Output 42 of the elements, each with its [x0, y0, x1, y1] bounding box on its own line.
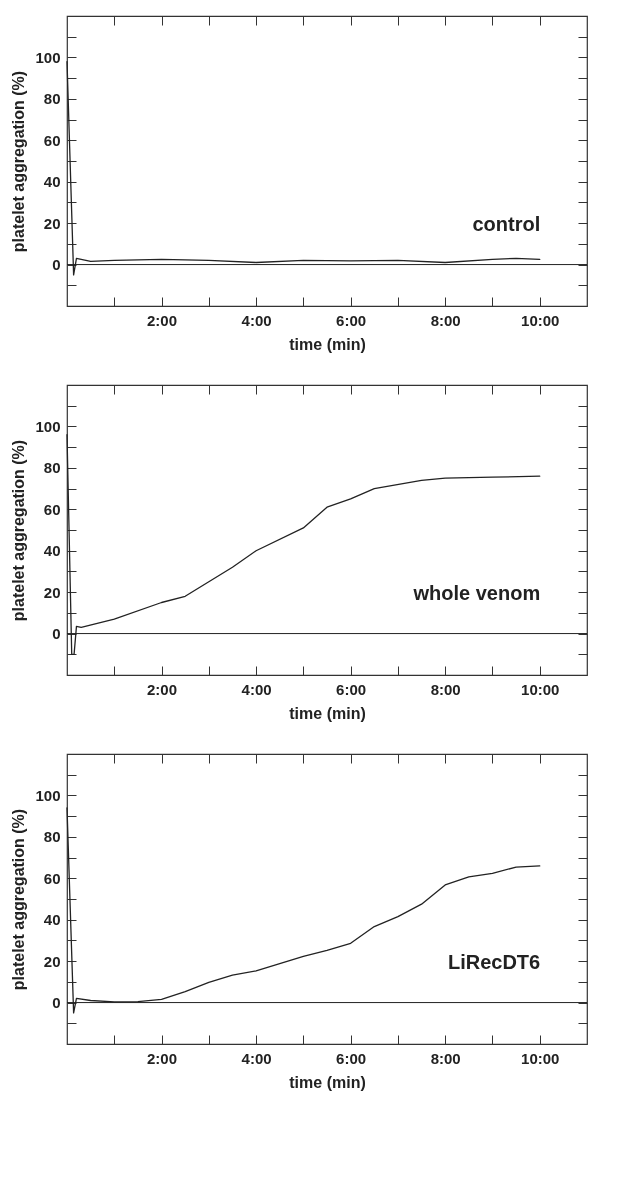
x-tick-label: 6:00 — [336, 311, 367, 329]
y-axis-title: platelet aggregation (%) — [10, 439, 28, 622]
x-tick-label: 10:00 — [521, 680, 560, 698]
x-tick-label: 8:00 — [430, 311, 461, 329]
y-tick-label: 80 — [43, 828, 61, 846]
x-tick-label: 2:00 — [147, 680, 178, 698]
y-axis-title: platelet aggregation (%) — [10, 808, 28, 991]
x-tick-label: 6:00 — [336, 680, 367, 698]
text: LiRecDT6 — [447, 950, 541, 973]
y-tick-label: 0 — [52, 625, 61, 643]
x-tick-label: 8:00 — [430, 1049, 461, 1067]
y-tick-label: 60 — [43, 500, 61, 518]
y-axis-title: platelet aggregation (%) — [10, 70, 28, 253]
x-tick-label: 2:00 — [147, 1049, 178, 1067]
text: whole venom — [412, 581, 541, 604]
y-tick-label: 40 — [43, 911, 61, 929]
x-tick-label: 4:00 — [241, 311, 272, 329]
x-tick-label: 4:00 — [241, 1049, 272, 1067]
series-label: control — [472, 212, 541, 235]
x-tick-label: 2:00 — [147, 311, 178, 329]
y-tick-label: 100 — [35, 786, 61, 804]
x-axis-title: time (min) — [289, 335, 366, 353]
x-tick-label: 4:00 — [241, 680, 272, 698]
x-tick-label: 8:00 — [430, 680, 461, 698]
y-tick-label: 20 — [43, 214, 61, 232]
y-tick-label: 80 — [43, 459, 61, 477]
y-tick-label: 20 — [43, 583, 61, 601]
x-tick-label: 10:00 — [521, 1049, 560, 1067]
y-tick-label: 40 — [43, 542, 61, 560]
y-tick-label: 0 — [52, 256, 61, 274]
y-tick-label: 60 — [43, 131, 61, 149]
y-tick-label: 80 — [43, 90, 61, 108]
y-tick-label: 40 — [43, 173, 61, 191]
x-tick-label: 10:00 — [521, 311, 560, 329]
x-axis-title: time (min) — [289, 704, 366, 722]
x-tick-label: 6:00 — [336, 1049, 367, 1067]
y-tick-label: 100 — [35, 48, 61, 66]
y-tick-label: 60 — [43, 869, 61, 887]
y-tick-label: 100 — [35, 417, 61, 435]
x-axis-title: time (min) — [289, 1073, 366, 1091]
y-tick-label: 20 — [43, 952, 61, 970]
y-tick-label: 0 — [52, 994, 61, 1012]
